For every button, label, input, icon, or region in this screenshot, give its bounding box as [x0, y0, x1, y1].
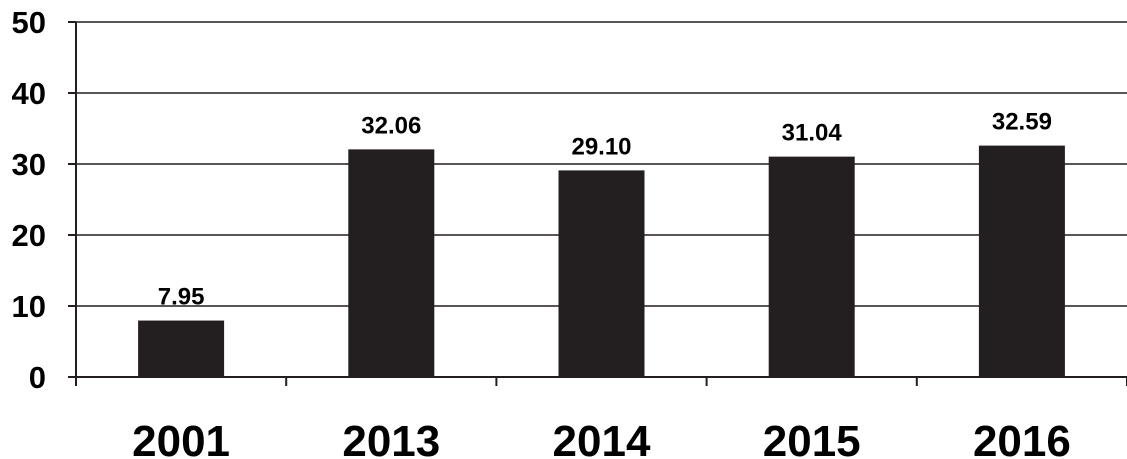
axes	[75, 22, 1127, 386]
bar-2013	[348, 149, 435, 377]
bar-2016	[978, 145, 1065, 377]
data-label: 31.04	[782, 120, 843, 147]
x-tick-label: 2001	[132, 417, 230, 459]
x-tick-label: 2015	[763, 417, 861, 459]
x-axis-ticks: 2001 2013 2014 2015 2016	[132, 417, 1071, 459]
y-tick-label: 50	[12, 5, 46, 40]
y-tick-label: 10	[12, 289, 46, 324]
data-label: 29.10	[571, 133, 631, 160]
bar-2001	[138, 320, 225, 377]
data-label: 32.59	[992, 109, 1052, 136]
x-tick-label: 2013	[342, 417, 440, 459]
bars	[138, 145, 1065, 377]
data-label: 32.06	[361, 112, 421, 139]
y-axis-ticks: 0 10 20 30 40 50	[12, 5, 76, 395]
x-tick-label: 2016	[973, 417, 1071, 459]
y-tick-label: 20	[12, 218, 46, 253]
y-tick-label: 30	[12, 147, 46, 182]
data-labels: 7.95 32.06 29.10 31.04 32.59	[158, 109, 1052, 311]
data-label: 7.95	[158, 284, 205, 311]
y-tick-label: 40	[12, 76, 46, 111]
x-tick-label: 2014	[553, 417, 651, 459]
y-tick-label: 0	[29, 360, 46, 395]
gridlines	[76, 21, 1127, 307]
bar-2015	[768, 156, 855, 377]
bar-2014	[558, 170, 645, 377]
